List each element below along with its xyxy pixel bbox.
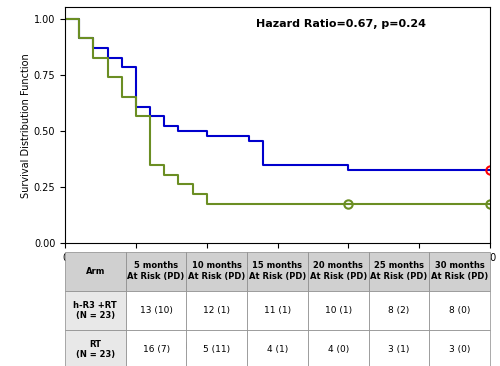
X-axis label: PFS_Months: PFS_Months bbox=[240, 265, 316, 276]
Y-axis label: Survival Distribution Function: Survival Distribution Function bbox=[21, 53, 31, 198]
Legend: RT + Nimotuzumab(n=23), RT (n=23): RT + Nimotuzumab(n=23), RT (n=23) bbox=[70, 338, 226, 366]
Text: Hazard Ratio=0.67, p=0.24: Hazard Ratio=0.67, p=0.24 bbox=[256, 19, 426, 29]
